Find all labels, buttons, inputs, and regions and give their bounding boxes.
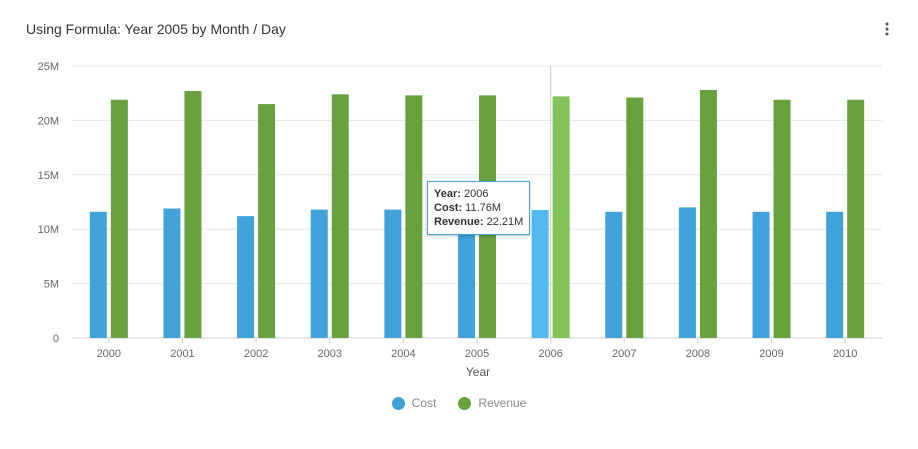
y-tick-label: 20M xyxy=(38,115,59,127)
x-axis-title: Year xyxy=(466,365,490,379)
tooltip-revenue-value: 22.21M xyxy=(486,216,524,228)
x-tick-label: 2000 xyxy=(97,348,121,360)
bar-cost-2009 xyxy=(752,211,770,338)
bar-revenue-2001 xyxy=(184,91,202,338)
y-tick-label: 15M xyxy=(38,170,59,182)
legend-label-cost: Cost xyxy=(411,396,437,410)
tooltip-revenue-label: Revenue: xyxy=(434,216,484,228)
bar-revenue-2003 xyxy=(331,94,349,339)
bar-revenue-2008 xyxy=(699,89,717,338)
bar-revenue-2004 xyxy=(405,95,423,338)
bar-cost-2002 xyxy=(237,216,255,338)
x-tick-label: 2003 xyxy=(317,348,341,360)
bar-cost-2005 xyxy=(458,211,475,338)
tooltip-year-value: 2006 xyxy=(463,188,489,200)
bar-revenue-2007 xyxy=(626,97,644,338)
y-tick-label: 0 xyxy=(53,333,59,345)
chart-tooltip: Year: 2006 Cost: 11.76M Revenue: 22.21M xyxy=(427,181,531,235)
bar-cost-2001 xyxy=(163,208,181,338)
x-tick-label: 2009 xyxy=(759,348,783,360)
x-tick-label: 2002 xyxy=(244,348,268,360)
bar-cost-2008 xyxy=(678,207,696,338)
y-tick-label: 25M xyxy=(38,61,59,73)
tooltip-year-label: Year: xyxy=(434,188,461,200)
bar-cost-2010 xyxy=(826,211,844,338)
revenue-dot-icon xyxy=(458,396,472,410)
x-tick-label: 2010 xyxy=(833,348,857,360)
x-tick-label: 2005 xyxy=(465,348,489,360)
bar-cost-2006 xyxy=(531,210,549,338)
chart-legend: Cost Revenue xyxy=(0,396,918,410)
y-tick-label: 5M xyxy=(44,279,59,291)
tooltip-cost-label: Cost: xyxy=(434,202,463,214)
legend-label-revenue: Revenue xyxy=(478,396,527,410)
x-tick-label: 2006 xyxy=(538,348,562,360)
x-tick-label: 2008 xyxy=(686,348,710,360)
bar-cost-2000 xyxy=(89,211,107,338)
bar-revenue-2009 xyxy=(773,99,791,338)
legend-item-cost[interactable]: Cost xyxy=(391,396,437,410)
tooltip-cost-value: 11.76M xyxy=(465,202,502,214)
bar-cost-2003 xyxy=(310,209,328,338)
more-vertical-icon[interactable] xyxy=(879,19,895,39)
cost-dot-icon xyxy=(391,396,405,410)
x-tick-label: 2004 xyxy=(391,348,415,360)
bar-revenue-2000 xyxy=(110,99,128,338)
x-tick-label: 2007 xyxy=(612,348,636,360)
y-tick-label: 10M xyxy=(38,224,59,236)
bar-cost-2007 xyxy=(605,211,623,338)
bar-cost-2004 xyxy=(384,209,402,338)
bar-revenue-2002 xyxy=(258,104,276,338)
legend-item-revenue[interactable]: Revenue xyxy=(458,396,526,410)
x-tick-label: 2001 xyxy=(170,348,194,360)
bar-revenue-2006 xyxy=(552,96,570,339)
bar-revenue-2010 xyxy=(847,99,865,338)
chart-title: Using Formula: Year 2005 by Month / Day xyxy=(26,21,286,37)
